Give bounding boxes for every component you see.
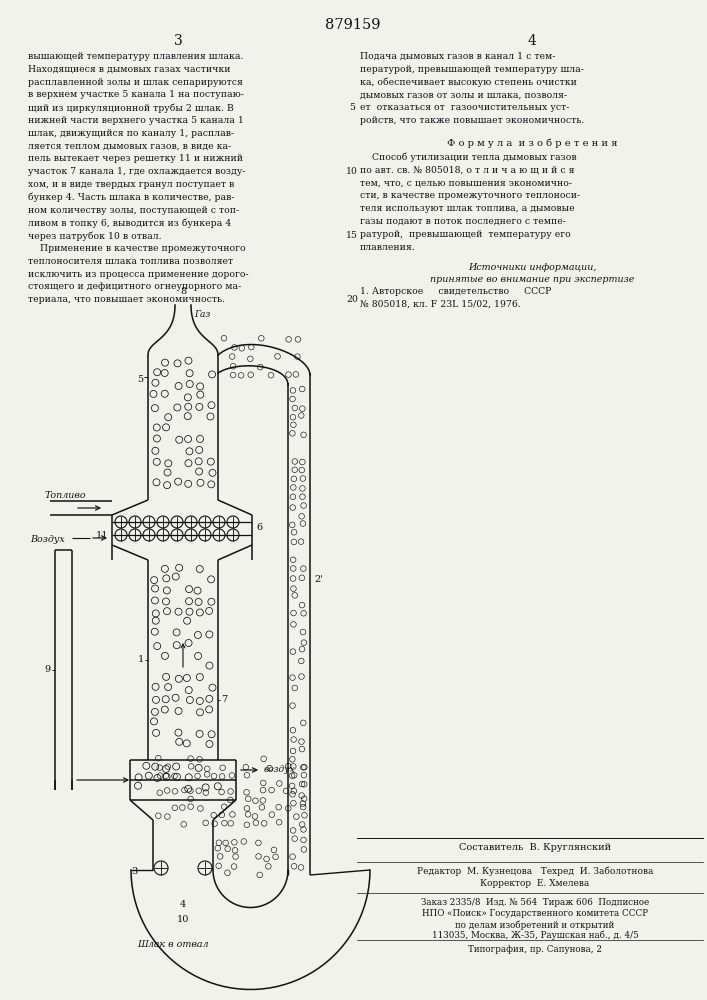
Text: Способ утилизации тепла дымовых газов: Способ утилизации тепла дымовых газов [360, 153, 577, 162]
Text: 10: 10 [346, 167, 358, 176]
Text: по авт. св. № 805018, о т л и ч а ю щ и й с я: по авт. св. № 805018, о т л и ч а ю щ и … [360, 166, 575, 175]
Text: ливом в топку 6, выводится из бункера 4: ливом в топку 6, выводится из бункера 4 [28, 218, 231, 228]
Text: Газ: Газ [194, 310, 210, 319]
Text: 5: 5 [349, 103, 355, 112]
Text: щий из циркуляционной трубы 2 шлак. В: щий из циркуляционной трубы 2 шлак. В [28, 103, 234, 113]
Text: 6: 6 [256, 522, 262, 532]
Text: хом, и в виде твердых гранул поступает в: хом, и в виде твердых гранул поступает в [28, 180, 234, 189]
Text: плавления.: плавления. [360, 243, 416, 252]
Text: 2': 2' [314, 576, 323, 584]
Text: Типография, пр. Сапунова, 2: Типография, пр. Сапунова, 2 [468, 945, 602, 954]
Text: в верхнем участке 5 канала 1 на поступаю-: в верхнем участке 5 канала 1 на поступаю… [28, 90, 244, 99]
Text: 3: 3 [174, 34, 182, 48]
Text: ляется теплом дымовых газов, в виде ка-: ляется теплом дымовых газов, в виде ка- [28, 142, 231, 151]
Text: 1. Авторское     свидетельство     СССР: 1. Авторское свидетельство СССР [360, 287, 551, 296]
Text: 7: 7 [221, 696, 227, 704]
Text: пературой, превышающей температуру шла-: пературой, превышающей температуру шла- [360, 65, 584, 74]
Text: нижней части верхнего участка 5 канала 1: нижней части верхнего участка 5 канала 1 [28, 116, 244, 125]
Text: Ф о р м у л а  и з о б р е т е н и я: Ф о р м у л а и з о б р е т е н и я [447, 138, 617, 147]
Text: Заказ 2335/8  Изд. № 564  Тираж 606  Подписное: Заказ 2335/8 Изд. № 564 Тираж 606 Подпис… [421, 898, 649, 907]
Text: ка, обеспечивает высокую степень очистки: ка, обеспечивает высокую степень очистки [360, 78, 577, 87]
Text: Топливо: Топливо [45, 491, 87, 500]
Text: ройств, что также повышает экономичность.: ройств, что также повышает экономичность… [360, 116, 585, 125]
Text: тем, что, с целью повышения экономично-: тем, что, с целью повышения экономично- [360, 179, 572, 188]
Text: Применение в качестве промежуточного: Применение в качестве промежуточного [28, 244, 245, 253]
Text: ет  отказаться от  газоочистительных уст-: ет отказаться от газоочистительных уст- [360, 103, 569, 112]
Text: 3: 3 [132, 867, 138, 876]
Text: Корректор  Е. Хмелева: Корректор Е. Хмелева [480, 879, 590, 888]
Text: через патрубок 10 в отвал.: через патрубок 10 в отвал. [28, 231, 162, 241]
Text: 11: 11 [95, 530, 108, 540]
Text: вышающей температуру плавления шлака.: вышающей температуру плавления шлака. [28, 52, 243, 61]
Text: Источники информации,: Источники информации, [468, 263, 596, 272]
Text: газы подают в поток последнего с темпе-: газы подают в поток последнего с темпе- [360, 217, 566, 226]
Text: ном количеству золы, поступающей с топ-: ном количеству золы, поступающей с топ- [28, 206, 239, 215]
Text: теля используют шлак топлива, а дымовые: теля используют шлак топлива, а дымовые [360, 204, 575, 213]
Text: стоящего и дефицитного огнеупорного ма-: стоящего и дефицитного огнеупорного ма- [28, 282, 241, 291]
Text: Находящиеся в дымовых газах частички: Находящиеся в дымовых газах частички [28, 65, 230, 74]
Text: расплавленной золы и шлак сепарируются: расплавленной золы и шлак сепарируются [28, 78, 243, 87]
Text: сти, в качестве промежуточного теплоноси-: сти, в качестве промежуточного теплоноси… [360, 191, 580, 200]
Text: 5: 5 [137, 375, 143, 384]
Text: 20: 20 [346, 295, 358, 304]
Text: 10: 10 [177, 915, 189, 924]
Text: 879159: 879159 [325, 18, 381, 32]
Text: исключить из процесса применение дорого-: исключить из процесса применение дорого- [28, 270, 249, 279]
Text: принятые во внимание при экспертизе: принятые во внимание при экспертизе [430, 275, 634, 284]
Text: пель вытекает через решетку 11 и нижний: пель вытекает через решетку 11 и нижний [28, 154, 243, 163]
Text: дымовых газов от золы и шлака, позволя-: дымовых газов от золы и шлака, позволя- [360, 90, 567, 99]
Text: НПО «Поиск» Государственного комитета СССР: НПО «Поиск» Государственного комитета СС… [422, 909, 648, 918]
Text: 1: 1 [138, 656, 144, 664]
Text: шлак, движущийся по каналу 1, расплав-: шлак, движущийся по каналу 1, расплав- [28, 129, 234, 138]
Text: участок 7 канала 1, где охлаждается возду-: участок 7 канала 1, где охлаждается возд… [28, 167, 245, 176]
Text: бункер 4. Часть шлака в количестве, рав-: бункер 4. Часть шлака в количестве, рав- [28, 193, 235, 202]
Text: теплоносителя шлака топлива позволяет: теплоносителя шлака топлива позволяет [28, 257, 233, 266]
Text: Составитель  В. Круглянский: Составитель В. Круглянский [459, 843, 611, 852]
Text: Подача дымовых газов в канал 1 с тем-: Подача дымовых газов в канал 1 с тем- [360, 52, 556, 61]
Text: по делам изобретений и открытий: по делам изобретений и открытий [455, 920, 614, 930]
Text: Шлак в отвал: Шлак в отвал [137, 940, 209, 949]
Text: 9: 9 [45, 666, 51, 674]
Text: воздух: воздух [264, 766, 296, 774]
Text: ратурой,  превышающей  температуру его: ратурой, превышающей температуру его [360, 230, 571, 239]
Text: 15: 15 [346, 231, 358, 240]
Text: Воздух: Воздух [30, 535, 65, 544]
Text: 4: 4 [527, 34, 537, 48]
Text: Редактор  М. Кузнецова   Техред  И. Заболотнова: Редактор М. Кузнецова Техред И. Заболотн… [417, 867, 653, 876]
Text: 113035, Москва, Ж-35, Раушская наб., д. 4/5: 113035, Москва, Ж-35, Раушская наб., д. … [432, 931, 638, 940]
Text: № 805018, кл. F 23L 15/02, 1976.: № 805018, кл. F 23L 15/02, 1976. [360, 299, 521, 308]
Text: 4: 4 [180, 900, 186, 909]
Text: териала, что повышает экономичность.: териала, что повышает экономичность. [28, 295, 225, 304]
Text: 8: 8 [180, 287, 186, 296]
